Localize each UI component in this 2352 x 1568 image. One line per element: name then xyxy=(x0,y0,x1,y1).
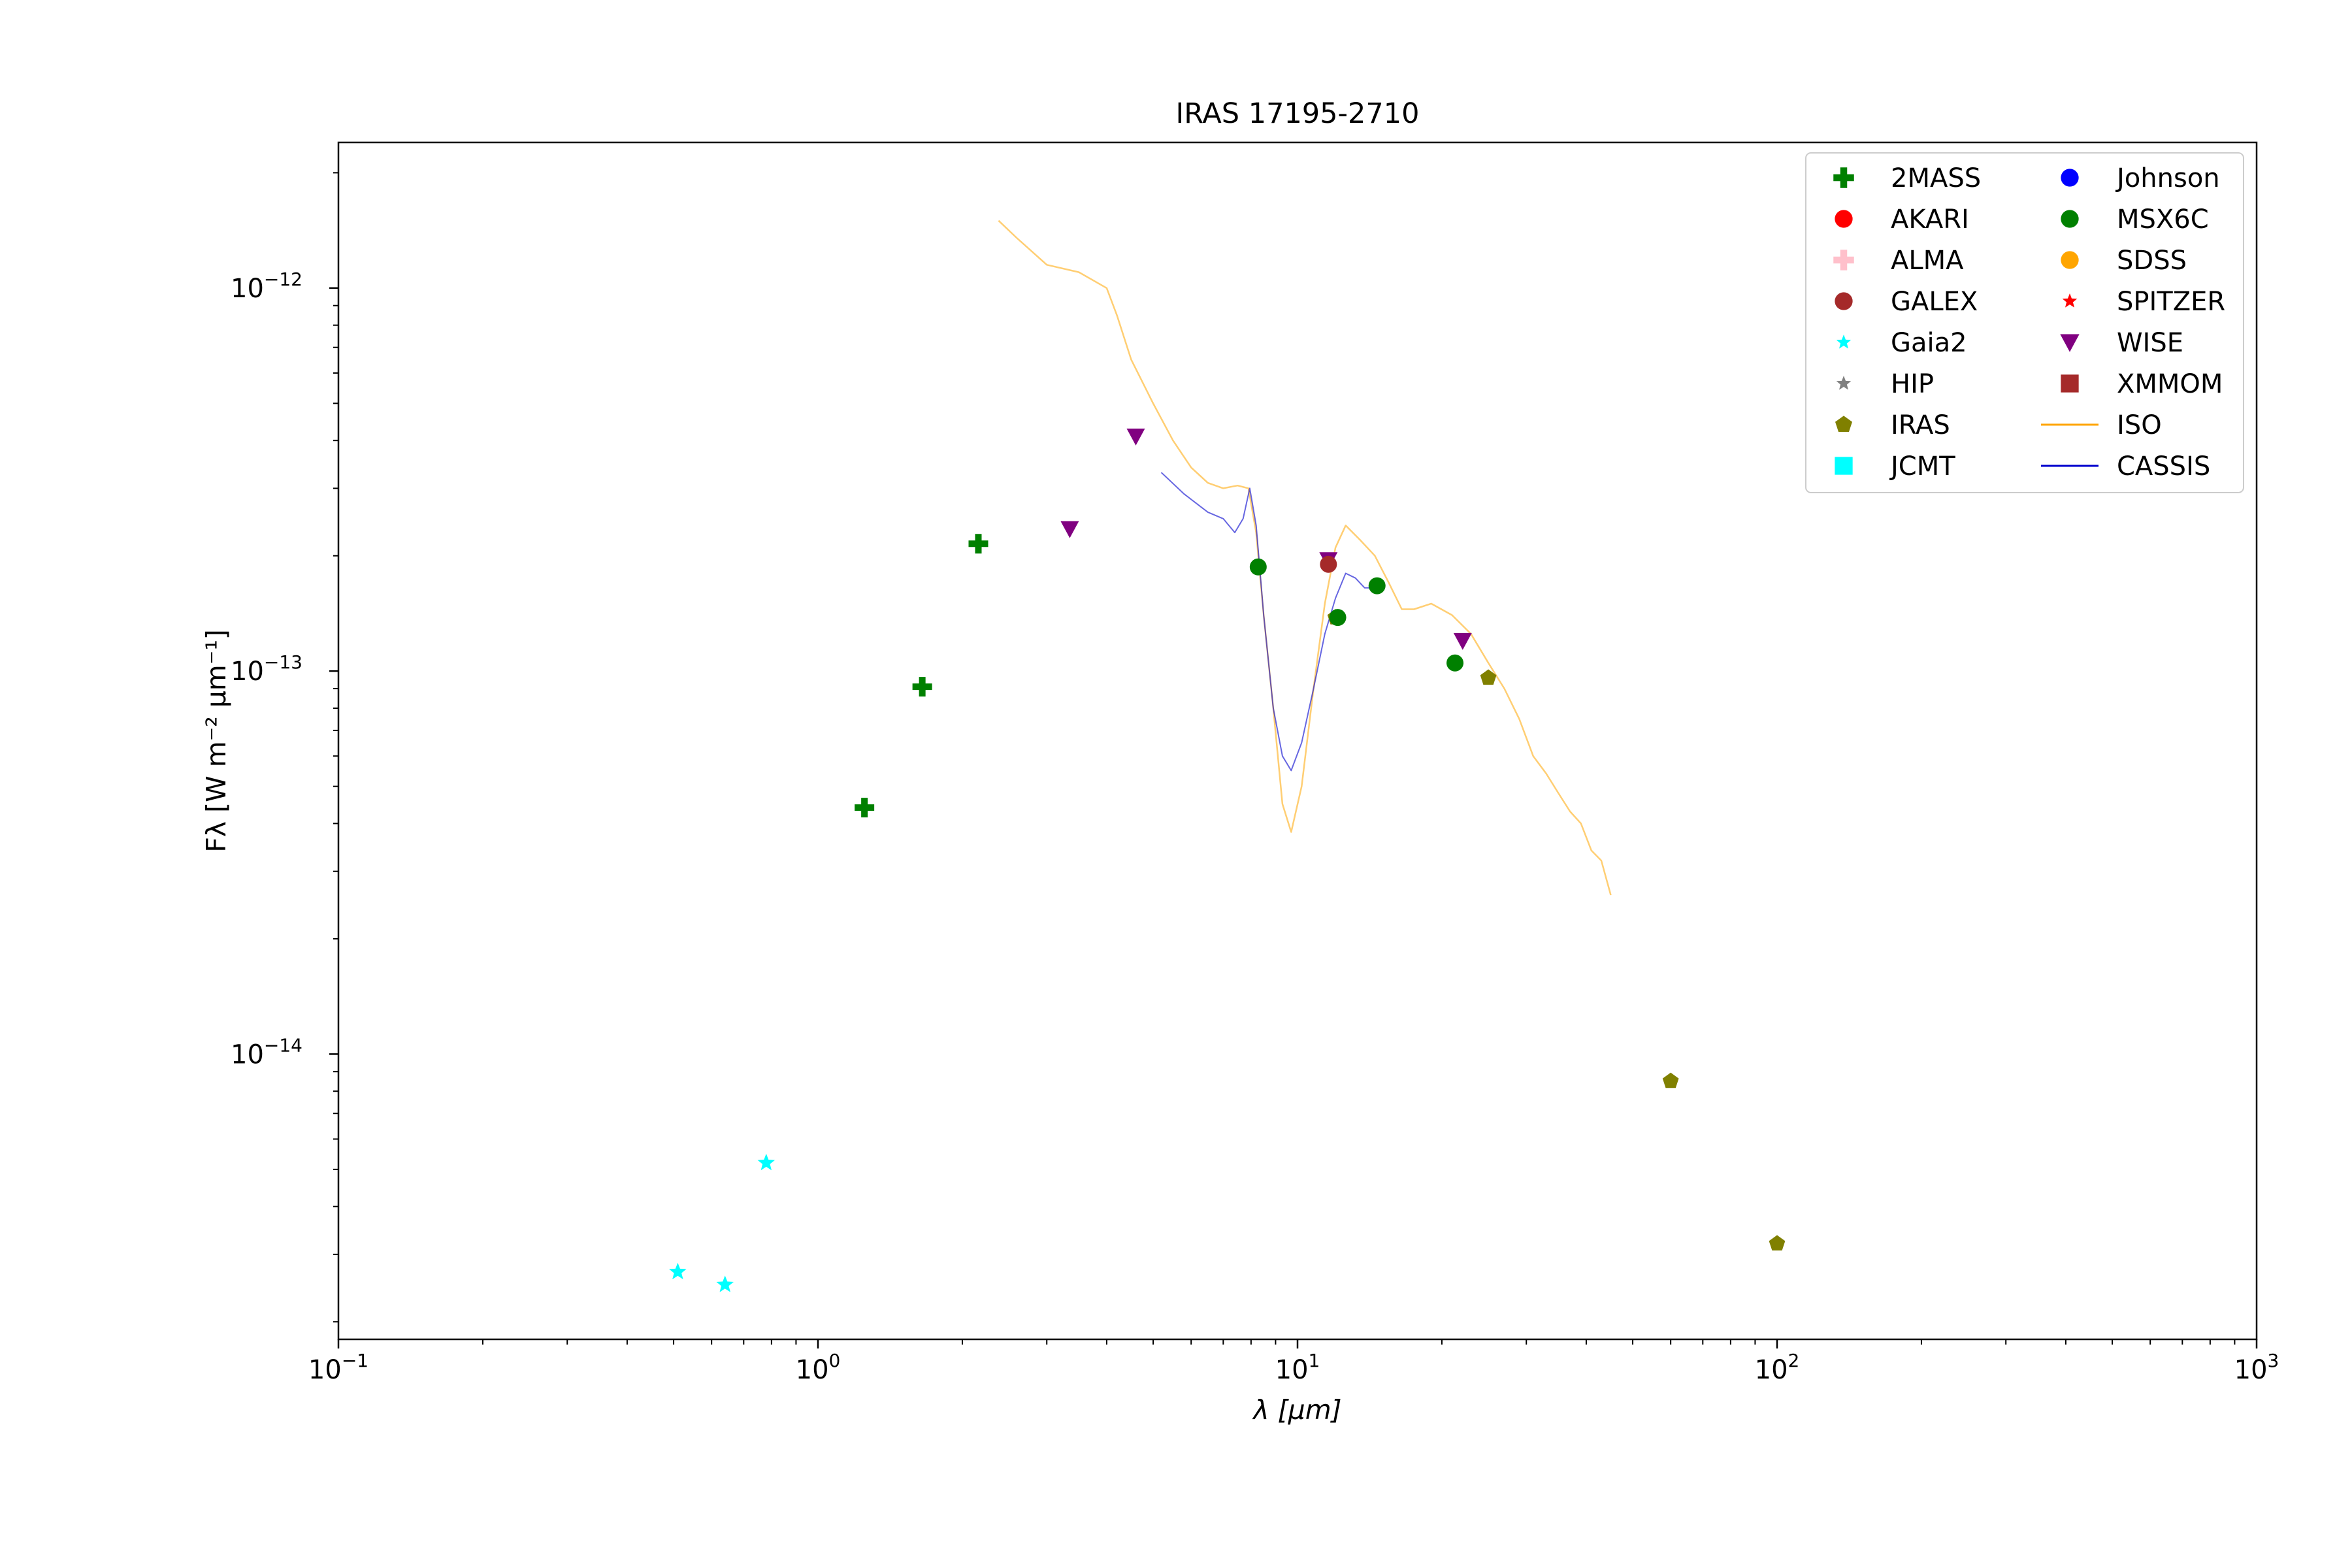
x-tick-label: 103 xyxy=(2234,1350,2279,1385)
legend-label: GALEX xyxy=(1891,287,1978,317)
legend-item-sdss: SDSS xyxy=(2061,246,2187,276)
legend-item-iso: ISO xyxy=(2041,410,2162,440)
legend-label: ALMA xyxy=(1891,246,1964,276)
legend-label: HIP xyxy=(1891,369,1934,399)
legend-item-akari: AKARI xyxy=(1835,204,1969,235)
x-tick-label: 102 xyxy=(1755,1350,1800,1385)
legend-marker-akari xyxy=(1835,210,1853,228)
legend-marker-wise xyxy=(2060,334,2080,352)
legend-label: WISE xyxy=(2117,328,2183,358)
legend-label: Johnson xyxy=(2115,163,2220,193)
legend: 2MASS AKARI ALMA GALEX Gaia2 HIP IRAS JCMT Johns… xyxy=(1805,152,2244,493)
point-gaia2-1 xyxy=(716,1275,734,1292)
point-wise-0 xyxy=(1060,521,1079,538)
y-tick-label: 10−14 xyxy=(231,1034,302,1070)
legend-marker-gaia2 xyxy=(1836,335,1852,349)
legend-label: ISO xyxy=(2117,410,2162,440)
y-axis: 10−14 10−13 10−12 xyxy=(231,172,338,1323)
legend-item-cassis: CASSIS xyxy=(2041,451,2210,482)
legend-label: SPITZER xyxy=(2117,287,2225,317)
legend-label: JCMT xyxy=(1889,451,1955,482)
legend-marker-johnson xyxy=(2061,169,2079,187)
point-gaia2-2 xyxy=(757,1153,776,1171)
x-axis-label: λ [μm] xyxy=(1252,1394,1341,1426)
legend-item-galex: GALEX xyxy=(1835,287,1978,317)
series-line-cassis xyxy=(1160,472,1371,772)
legend-label: IRAS xyxy=(1891,410,1950,440)
legend-item-2mass: 2MASS xyxy=(1833,163,1981,193)
legend-item-wise: WISE xyxy=(2060,328,2183,358)
legend-item-spitzer: SPITZER xyxy=(2062,287,2225,317)
point-msx6c-2 xyxy=(1368,577,1386,595)
legend-item-johnson: Johnson xyxy=(2061,163,2220,193)
legend-item-xmmom: XMMOM xyxy=(2061,369,2223,399)
point-msx6c-3 xyxy=(1446,654,1464,672)
legend-item-iras: IRAS xyxy=(1835,410,1950,440)
point-iras-3 xyxy=(1769,1235,1786,1250)
point-gaia2-0 xyxy=(669,1262,687,1280)
legend-label: MSX6C xyxy=(2117,204,2209,235)
legend-marker-sdss xyxy=(2061,251,2079,269)
y-axis-label: Fλ [W m⁻² μm⁻¹] xyxy=(201,629,232,853)
y-tick-label: 10−13 xyxy=(231,651,302,687)
point-2mass-2 xyxy=(968,534,988,554)
legend-item-hip: HIP xyxy=(1836,369,1934,399)
y-tick-label: 10−12 xyxy=(231,269,302,304)
legend-item-alma: ALMA xyxy=(1833,246,1964,276)
photometry-markers xyxy=(669,429,1786,1292)
legend-label: SDSS xyxy=(2117,246,2187,276)
legend-marker-msx6c xyxy=(2061,210,2079,228)
legend-marker-2mass xyxy=(1833,167,1854,188)
legend-marker-jcmt xyxy=(1835,457,1853,475)
legend-label: XMMOM xyxy=(2117,369,2223,399)
legend-marker-spitzer xyxy=(2062,293,2078,308)
point-wise-1 xyxy=(1126,429,1145,446)
point-2mass-1 xyxy=(912,677,932,697)
point-msx6c-1 xyxy=(1329,609,1347,627)
point-2mass-0 xyxy=(855,798,875,818)
point-msx6c-0 xyxy=(1249,558,1267,576)
legend-marker-xmmom xyxy=(2061,374,2079,393)
legend-marker-galex xyxy=(1835,292,1853,310)
point-galex-0 xyxy=(1320,555,1337,573)
series-line-iso xyxy=(998,220,1612,896)
legend-marker-alma xyxy=(1833,250,1854,270)
legend-item-jcmt: JCMT xyxy=(1835,451,1955,482)
x-tick-label: 10−1 xyxy=(308,1350,368,1385)
legend-label: 2MASS xyxy=(1891,163,1981,193)
legend-label: AKARI xyxy=(1891,204,1969,235)
point-iras-1 xyxy=(1480,669,1497,685)
spectra-lines xyxy=(998,220,1612,896)
legend-marker-iras xyxy=(1835,416,1852,432)
legend-frame xyxy=(1805,152,2244,493)
legend-label: Gaia2 xyxy=(1891,328,1967,358)
legend-item-msx6c: MSX6C xyxy=(2061,204,2209,235)
legend-label: CASSIS xyxy=(2117,451,2210,482)
point-iras-2 xyxy=(1662,1072,1679,1088)
x-tick-label: 100 xyxy=(796,1350,841,1385)
point-wise-3 xyxy=(1453,632,1472,650)
x-tick-label: 101 xyxy=(1275,1350,1320,1385)
chart-title: IRAS 17195-2710 xyxy=(1176,97,1420,130)
legend-marker-hip xyxy=(1836,376,1852,390)
legend-item-gaia2: Gaia2 xyxy=(1836,328,1967,358)
x-axis: 10−1 100 101 102 103 xyxy=(308,1339,2279,1385)
